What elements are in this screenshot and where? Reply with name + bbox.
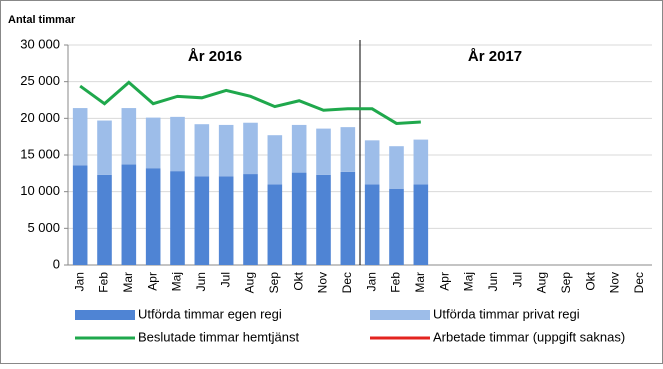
x-tick-label: Sep [267,272,281,294]
bar [194,124,210,177]
legend-swatch [75,310,135,320]
x-tick-label: Jul [218,272,232,287]
x-tick-label: Mar [413,272,427,293]
bar [243,122,258,175]
x-tick-label: Jul [510,272,524,287]
bar [72,165,88,265]
bar [97,120,112,175]
annotation: År 2016 [188,48,242,65]
x-tick-label: Feb [389,272,403,293]
x-tick-label: Dec [632,272,646,293]
legend-label: Utförda timmar privat regi [433,306,580,321]
bar [121,108,137,165]
y-tick-label: 20 000 [20,110,60,125]
bar [97,174,112,265]
x-tick-label: Mar [121,272,135,293]
bar [145,117,161,169]
legend-label: Arbetade timmar (uppgift saknas) [433,329,625,344]
bar [364,140,380,185]
bar [218,176,234,265]
bar [170,171,185,265]
bar [291,172,307,265]
x-tick-label: Apr [437,272,451,291]
x-tick-label: Maj [462,272,476,291]
bar [389,188,404,265]
x-tick-label: Okt [291,271,305,290]
x-tick-label: Jan [72,272,86,291]
bar [218,124,234,177]
bar [267,184,283,265]
bar [413,139,429,185]
x-tick-label: Okt [583,271,597,290]
x-tick-label: Nov [608,272,622,293]
bar [291,124,307,173]
bar [316,128,331,175]
x-tick-label: Aug [535,272,549,293]
y-tick-label: 15 000 [20,146,60,161]
line [79,80,421,125]
legend-label: Utförda timmar egen regi [138,306,282,321]
bar [72,108,88,166]
bar [145,168,161,265]
x-tick-label: Sep [559,272,573,294]
x-tick-label: Jan [364,272,378,291]
x-tick-label: Maj [170,272,184,291]
y-tick-label: 0 [53,256,60,271]
x-tick-label: Aug [243,272,257,293]
bar [194,176,210,265]
x-tick-label: Feb [97,272,111,293]
bar [340,127,356,172]
x-tick-label: Apr [145,272,159,291]
bar [389,146,404,189]
legend-label: Beslutade timmar hemtjänst [138,329,300,344]
x-tick-label: Nov [316,272,330,293]
bar [121,164,137,265]
y-tick-label: 5 000 [27,220,60,235]
annotation: År 2017 [468,48,522,65]
y-tick-label: 30 000 [20,36,60,51]
bar [340,171,356,265]
bar [413,184,429,265]
bar [316,174,331,265]
bar [170,116,185,172]
bar [243,174,258,265]
bar [267,135,283,185]
x-tick-label: Jun [486,272,500,291]
legend-swatch [370,310,430,320]
y-tick-label: 25 000 [20,73,60,88]
x-tick-label: Jun [194,272,208,291]
x-tick-label: Dec [340,272,354,293]
y-axis-label: Antal timmar [8,14,76,26]
bar [364,184,380,265]
y-tick-label: 10 000 [20,183,60,198]
